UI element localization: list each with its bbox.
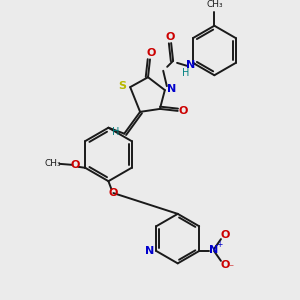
Text: O: O	[179, 106, 188, 116]
Text: O: O	[146, 49, 156, 58]
Text: O: O	[71, 160, 80, 170]
Text: N: N	[167, 84, 176, 94]
Text: N: N	[186, 60, 196, 70]
Text: ⁻: ⁻	[228, 263, 233, 273]
Text: O: O	[220, 260, 230, 270]
Text: S: S	[118, 81, 126, 91]
Text: CH₃: CH₃	[44, 159, 61, 168]
Text: H: H	[112, 127, 119, 137]
Text: N: N	[145, 246, 154, 256]
Text: O: O	[166, 32, 175, 42]
Text: +: +	[216, 240, 222, 249]
Text: H: H	[182, 68, 190, 78]
Text: O: O	[220, 230, 230, 240]
Text: N: N	[209, 245, 219, 255]
Text: CH₃: CH₃	[206, 0, 223, 9]
Text: O: O	[109, 188, 118, 198]
